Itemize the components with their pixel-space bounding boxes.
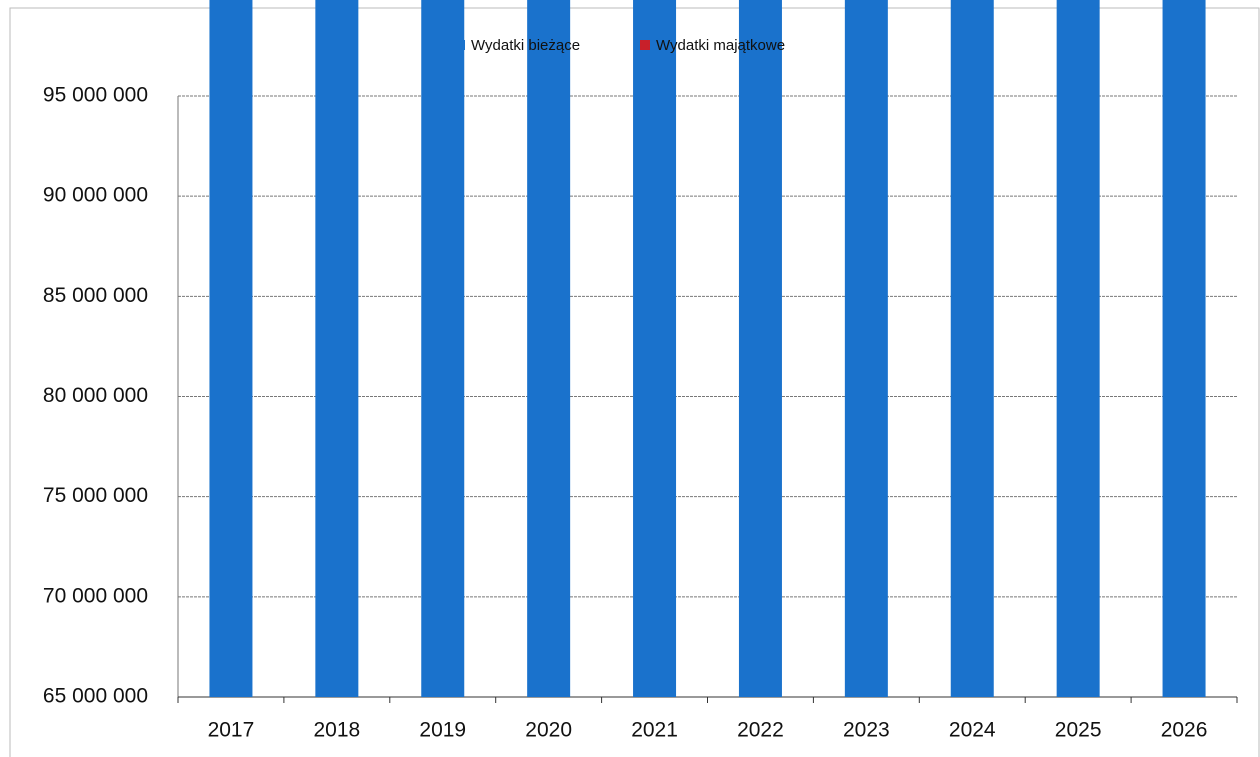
- x-tick-label: 2020: [525, 719, 572, 742]
- x-tick-label: 2018: [313, 719, 360, 742]
- x-tick-label: 2024: [949, 719, 996, 742]
- y-tick-label: 95 000 000: [43, 84, 148, 107]
- y-tick-label: 85 000 000: [43, 284, 148, 307]
- y-tick-label: 65 000 000: [43, 685, 148, 708]
- bar-segment: [1056, 0, 1100, 697]
- x-tick-label: 2017: [208, 719, 255, 742]
- bar-segment: [209, 0, 253, 697]
- x-tick-label: 2023: [843, 719, 890, 742]
- y-tick-label: 75 000 000: [43, 484, 148, 507]
- bar-segment: [1162, 0, 1206, 698]
- bar-segment: [315, 0, 359, 698]
- legend-swatch: [640, 40, 650, 50]
- bar-segment: [950, 0, 994, 698]
- legend-swatch: [455, 40, 465, 50]
- bar-segment: [527, 0, 571, 697]
- x-tick-label: 2025: [1055, 719, 1102, 742]
- bar-segment: [421, 0, 465, 698]
- bar-segment: [738, 0, 782, 697]
- x-tick-label: 2021: [631, 719, 678, 742]
- bar-segment: [844, 0, 888, 698]
- legend-label: Wydatki majątkowe: [656, 37, 785, 54]
- bar-segment: [633, 0, 677, 697]
- y-tick-label: 90 000 000: [43, 184, 148, 207]
- x-tick-label: 2022: [737, 719, 784, 742]
- y-tick-label: 70 000 000: [43, 584, 148, 607]
- y-tick-label: 80 000 000: [43, 384, 148, 407]
- x-tick-label: 2019: [419, 719, 466, 742]
- legend-label: Wydatki bieżące: [471, 37, 580, 54]
- x-tick-label: 2026: [1161, 719, 1208, 742]
